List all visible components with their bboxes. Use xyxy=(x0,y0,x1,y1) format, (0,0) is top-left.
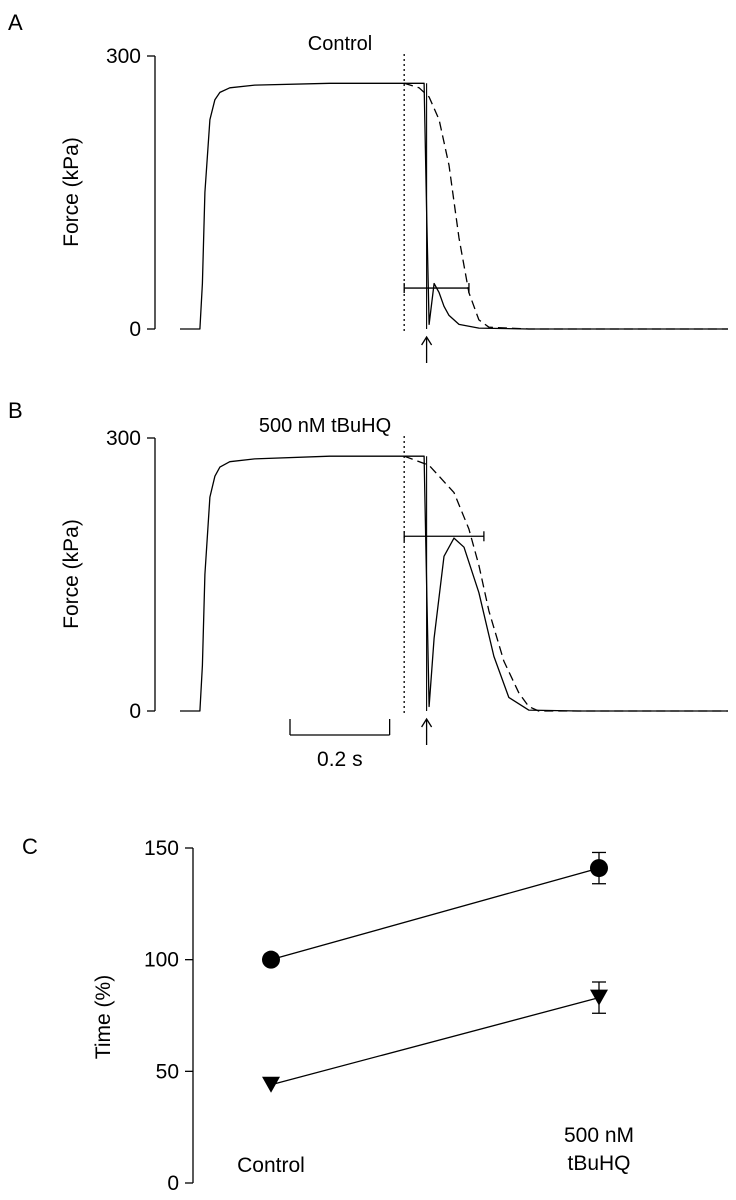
b-solid-trace xyxy=(180,455,728,712)
b-dashed-trace xyxy=(403,455,728,712)
panel-c-y-axis-title: Time (%) xyxy=(92,975,115,1059)
c-y-tick-label: 150 xyxy=(144,837,179,860)
panel-b-traces xyxy=(180,455,728,712)
panel-a-annotations xyxy=(403,54,470,363)
c-category-label-line: tBuHQ xyxy=(567,1152,630,1175)
panel-a-traces xyxy=(180,82,728,330)
panel-a-y-ticks: 0 300 xyxy=(106,45,155,341)
scale-bar-label: 0.2 s xyxy=(317,748,363,771)
c-y-tick-label: 50 xyxy=(156,1060,179,1083)
time-scale-bar: 0.2 s xyxy=(289,719,391,771)
c-circle-point xyxy=(590,859,608,878)
panel-a: A Control 0 300 Force (kPa) xyxy=(8,10,728,363)
c-triangle-point xyxy=(262,1076,280,1093)
panel-b: B 500 nM tBuHQ 0 300 Force (kPa) 0.2 s xyxy=(8,398,728,771)
panel-c-y-ticks: 0 50 100 150 xyxy=(144,837,193,1195)
arrow-head-icon xyxy=(421,335,433,346)
c-circle-point xyxy=(262,950,280,969)
c-series-1-line xyxy=(270,997,600,1086)
c-category-label-line: 500 nM xyxy=(564,1124,634,1147)
panel-a-y-axis-title: Force (kPa) xyxy=(60,137,83,247)
panel-a-letter: A xyxy=(8,10,23,35)
panel-a-title: Control xyxy=(308,33,372,55)
c-category-label: 500 nM tBuHQ xyxy=(564,1124,634,1175)
panel-b-title: 500 nM tBuHQ xyxy=(259,415,391,437)
b-y-tick-label: 0 xyxy=(129,700,141,723)
panel-c: C 0 50 100 150 Time (%) Control 500 nM tBuHQ xyxy=(22,834,634,1195)
c-y-tick-label: 0 xyxy=(167,1172,179,1195)
panel-c-series xyxy=(262,851,608,1093)
panel-b-y-ticks: 0 300 xyxy=(106,427,155,723)
c-triangle-point xyxy=(590,989,608,1006)
panel-b-y-axis-title: Force (kPa) xyxy=(60,519,83,629)
panel-c-category-labels: Control 500 nM tBuHQ xyxy=(237,1124,634,1177)
c-category-label: Control xyxy=(237,1154,305,1177)
panel-b-annotations xyxy=(403,436,485,745)
panel-c-letter: C xyxy=(22,834,38,859)
arrow-head-icon xyxy=(421,717,433,728)
c-category-label-line: Control xyxy=(237,1154,305,1177)
a-solid-trace xyxy=(180,82,728,330)
a-y-tick-label: 300 xyxy=(106,45,141,68)
c-y-tick-label: 100 xyxy=(144,949,179,972)
a-y-tick-label: 0 xyxy=(129,318,141,341)
a-dashed-trace xyxy=(404,82,728,330)
panel-b-letter: B xyxy=(8,398,23,423)
b-y-tick-label: 300 xyxy=(106,427,141,450)
c-series-0-line xyxy=(270,867,600,961)
